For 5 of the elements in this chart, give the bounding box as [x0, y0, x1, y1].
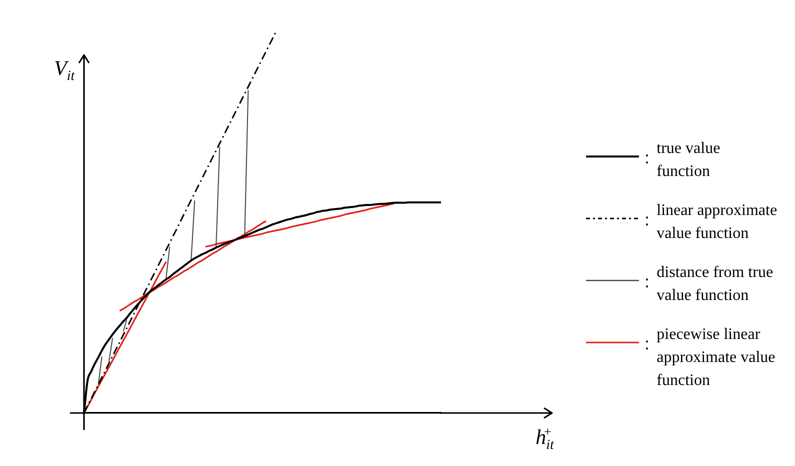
legend-label: distance from true value function	[656, 263, 774, 306]
legend-label: linear approximate value function	[656, 201, 778, 244]
y-axis-title: V$_{it}$	[54, 56, 75, 84]
legend-label: piecewise linear approximate value function	[656, 325, 776, 391]
legend-label: true value function	[656, 139, 722, 182]
